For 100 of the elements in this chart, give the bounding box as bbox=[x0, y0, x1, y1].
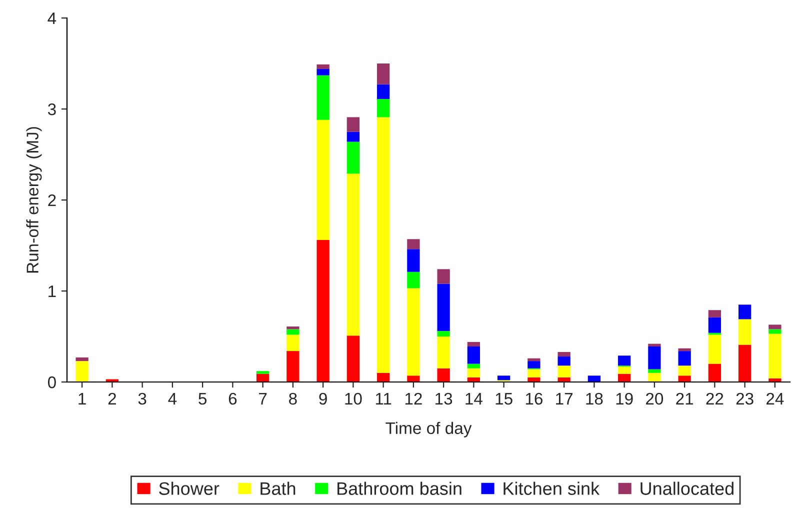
x-tick-label: 9 bbox=[319, 392, 327, 405]
legend-label: Shower bbox=[159, 482, 220, 495]
bar bbox=[768, 324, 782, 330]
bar bbox=[256, 371, 270, 374]
bar bbox=[618, 366, 631, 374]
bar bbox=[497, 376, 510, 380]
bar bbox=[407, 272, 420, 288]
bar bbox=[407, 239, 420, 250]
bar bbox=[528, 361, 540, 368]
x-tick-label: 24 bbox=[766, 392, 784, 404]
y-tick-label: 1 bbox=[48, 286, 56, 298]
bar bbox=[346, 142, 360, 174]
x-tick-label: 3 bbox=[138, 392, 146, 405]
bar bbox=[346, 132, 360, 142]
bar bbox=[648, 369, 661, 373]
x-tick-label: 8 bbox=[289, 392, 297, 405]
bar bbox=[437, 336, 450, 368]
bar bbox=[708, 364, 722, 382]
y-axis-title: Run-off energy (MJ) bbox=[26, 127, 42, 273]
bar bbox=[558, 366, 570, 378]
x-tick-label: 10 bbox=[345, 392, 362, 405]
bar bbox=[708, 334, 722, 364]
x-tick-label: 12 bbox=[405, 392, 422, 404]
bar bbox=[437, 269, 450, 284]
bar bbox=[76, 357, 88, 362]
x-tick-label: 22 bbox=[706, 392, 724, 404]
bar bbox=[316, 240, 330, 382]
bar bbox=[316, 64, 330, 69]
bar bbox=[407, 249, 420, 272]
bar bbox=[286, 329, 300, 335]
bar bbox=[648, 344, 661, 347]
bar bbox=[437, 331, 450, 336]
y-tick-label: 4 bbox=[48, 12, 56, 24]
bar bbox=[346, 117, 360, 132]
bar bbox=[678, 351, 691, 366]
bar bbox=[738, 319, 752, 345]
x-tick-label: 11 bbox=[376, 393, 392, 404]
legend-label: Bathroom basin bbox=[338, 482, 462, 495]
bar bbox=[618, 374, 631, 382]
bar bbox=[768, 334, 782, 378]
bar bbox=[346, 174, 360, 336]
bar bbox=[467, 342, 480, 347]
x-axis-title: Time of day bbox=[386, 422, 472, 438]
bar bbox=[678, 348, 691, 352]
bar bbox=[467, 368, 480, 378]
bar bbox=[346, 336, 360, 382]
bar bbox=[467, 346, 480, 364]
x-tick-label: 14 bbox=[466, 393, 482, 404]
x-tick-label: 20 bbox=[646, 392, 664, 405]
bar bbox=[558, 377, 570, 382]
y-tick-label: 0 bbox=[48, 376, 56, 388]
x-tick-label: 19 bbox=[616, 392, 633, 405]
bar bbox=[528, 358, 540, 362]
x-tick-label: 21 bbox=[676, 392, 694, 404]
y-tick-label: 2 bbox=[48, 194, 56, 206]
bar bbox=[256, 374, 270, 382]
bar bbox=[376, 84, 390, 99]
bar bbox=[467, 364, 480, 368]
x-tick-label: 23 bbox=[736, 392, 754, 405]
bar bbox=[708, 317, 722, 333]
bar bbox=[678, 376, 691, 382]
bar bbox=[738, 304, 752, 320]
bar bbox=[528, 369, 540, 378]
bar bbox=[376, 117, 390, 373]
x-tick-label: 5 bbox=[198, 393, 206, 405]
bar bbox=[528, 377, 540, 382]
bar bbox=[437, 368, 450, 382]
bar bbox=[558, 356, 570, 366]
bar bbox=[286, 351, 300, 382]
bar bbox=[286, 334, 300, 352]
x-tick-label: 7 bbox=[259, 393, 267, 404]
bar bbox=[316, 120, 330, 240]
bar bbox=[376, 98, 390, 118]
bar bbox=[407, 288, 420, 376]
bar bbox=[648, 346, 661, 370]
x-tick-label: 2 bbox=[108, 392, 116, 404]
bar bbox=[708, 310, 722, 318]
bar bbox=[316, 68, 330, 76]
bar bbox=[618, 356, 631, 366]
bar bbox=[376, 372, 390, 382]
legend-label: Kitchen sink bbox=[504, 482, 600, 495]
x-tick-label: 1 bbox=[78, 393, 86, 404]
x-tick-label: 6 bbox=[228, 392, 237, 405]
x-tick-label: 4 bbox=[168, 393, 177, 404]
bar bbox=[738, 344, 752, 382]
bar bbox=[588, 376, 601, 382]
x-tick-label: 17 bbox=[556, 393, 572, 404]
x-tick-label: 16 bbox=[526, 392, 542, 405]
bar bbox=[678, 366, 691, 376]
y-tick-label: 3 bbox=[48, 103, 56, 116]
bar bbox=[286, 326, 300, 330]
bar bbox=[316, 75, 330, 120]
legend-label: Unallocated bbox=[640, 482, 734, 495]
bar bbox=[76, 361, 88, 382]
bar bbox=[648, 372, 661, 382]
bar bbox=[558, 352, 570, 357]
bar bbox=[407, 376, 420, 382]
x-tick-label: 15 bbox=[496, 393, 512, 405]
bar bbox=[376, 64, 390, 84]
legend-label: Bath bbox=[260, 482, 296, 495]
